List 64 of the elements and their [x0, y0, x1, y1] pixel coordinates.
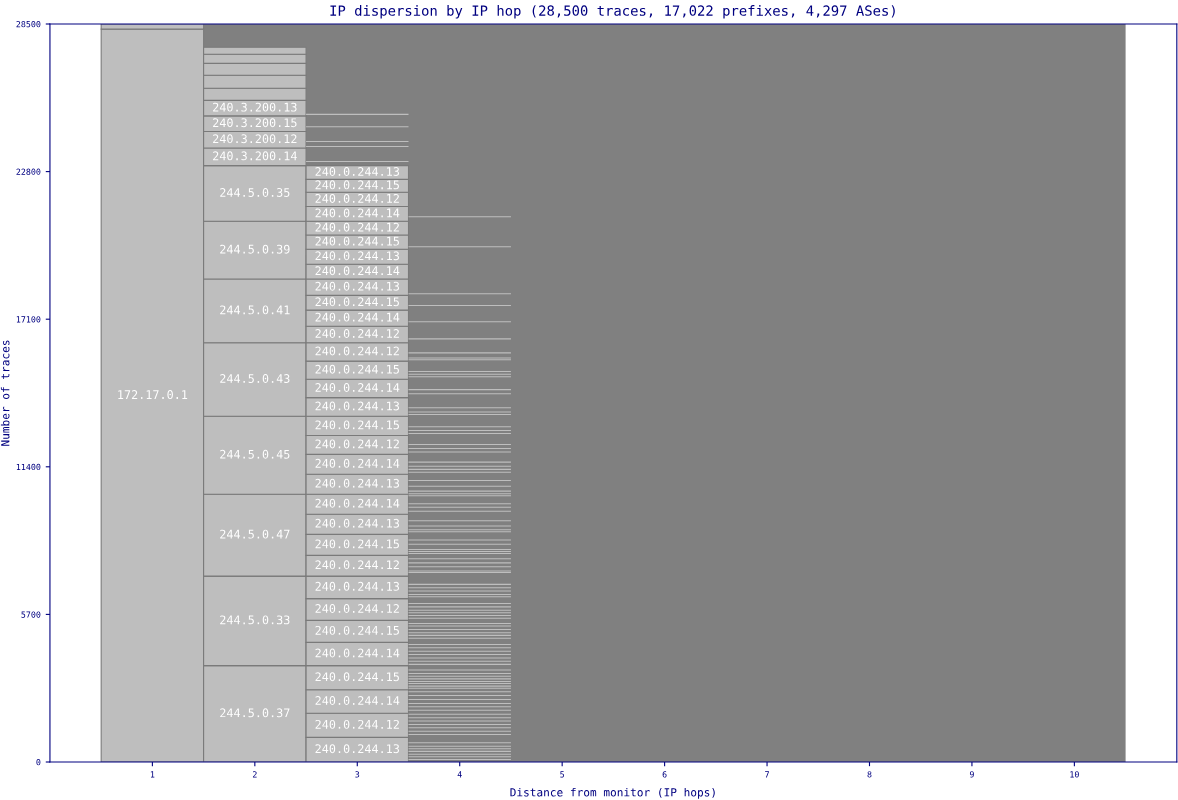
data-label: 240.0.244.13 [315, 518, 400, 528]
data-label: 240.0.244.14 [315, 383, 400, 392]
data-label: 240.0.244.14 [315, 458, 400, 468]
data-label: 244.5.0.33 [220, 615, 290, 625]
data-label: 244.5.0.39 [220, 244, 290, 254]
data-label: 240.3.200.15 [213, 118, 297, 128]
x-tick-label: 1 [150, 771, 155, 778]
x-axis-title: Distance from monitor (IP hops) [510, 787, 715, 799]
data-label: 240.0.244.14 [315, 498, 400, 508]
x-tick-label: 8 [867, 771, 872, 778]
x-tick-label: 4 [457, 771, 462, 778]
chart-title: IP dispersion by IP hop (28,500 traces, 17,022 prefixes, 4,297 ASes) [330, 5, 895, 19]
data-label: 240.0.244.13 [315, 251, 400, 261]
x-tick-label: 10 [1070, 771, 1079, 778]
data-label: 244.5.0.35 [220, 188, 290, 197]
data-label: 240.0.244.13 [315, 167, 400, 176]
data-label: 240.0.244.12 [315, 560, 399, 570]
data-label: 240.0.244.13 [315, 581, 400, 591]
y-tick-label: 28500 [16, 21, 41, 28]
data-label: 240.0.244.12 [315, 439, 399, 449]
x-tick-label: 7 [765, 771, 769, 778]
x-tick-label: 9 [969, 771, 974, 778]
y-tick-label: 22800 [16, 168, 41, 175]
x-tick-label: 3 [355, 771, 360, 778]
y-tick-label: 11400 [16, 463, 41, 471]
x-tick-label: 2 [252, 771, 257, 778]
data-label: 240.0.244.15 [315, 297, 399, 307]
y-tick-label: 0 [36, 759, 41, 766]
data-label: 240.0.244.13 [315, 478, 400, 488]
data-label: 240.0.244.13 [315, 401, 400, 411]
data-label: 240.0.244.12 [315, 222, 399, 232]
data-label: 240.0.244.15 [315, 236, 399, 246]
data-label: 240.0.244.12 [315, 329, 399, 338]
data-label: 240.0.244.12 [315, 346, 399, 356]
data-label: 240.0.244.15 [315, 539, 399, 549]
data-label: 240.0.244.15 [315, 672, 399, 682]
data-label: 240.0.244.14 [315, 208, 400, 218]
data-label: 240.0.244.13 [315, 744, 400, 754]
data-label: 240.3.200.12 [213, 134, 297, 144]
data-label: 240.0.244.12 [315, 604, 399, 613]
data-label: 240.0.244.14 [315, 266, 400, 276]
data-label: 244.5.0.43 [220, 374, 290, 383]
data-label: 172.17.0.1 [118, 390, 188, 400]
data-label: 240.3.200.14 [213, 151, 297, 161]
data-label: 240.0.244.15 [315, 625, 399, 635]
data-label: 240.0.244.14 [315, 312, 400, 322]
data-label: 240.0.244.15 [315, 420, 399, 430]
data-label: 240.0.244.14 [315, 648, 400, 658]
data-label: 240.0.244.13 [315, 281, 400, 291]
data-label: 240.0.244.15 [315, 180, 399, 190]
y-tick-label: 17100 [16, 316, 41, 323]
data-label: 240.0.244.15 [315, 364, 399, 374]
y-axis-title: Number of traces [0, 340, 10, 446]
x-tick-label: 6 [662, 771, 667, 778]
data-label: 244.5.0.41 [220, 305, 290, 315]
data-label: 240.0.244.12 [315, 719, 399, 729]
y-tick-label: 5700 [21, 611, 41, 618]
data-label: 244.5.0.45 [220, 449, 290, 459]
data-label: 240.3.200.13 [213, 102, 297, 112]
x-tick-label: 5 [560, 771, 564, 778]
data-label: 244.5.0.37 [220, 708, 290, 718]
data-label: 240.0.244.12 [315, 193, 399, 203]
data-label: 240.0.244.14 [315, 696, 400, 705]
data-label: 244.5.0.47 [220, 529, 290, 539]
